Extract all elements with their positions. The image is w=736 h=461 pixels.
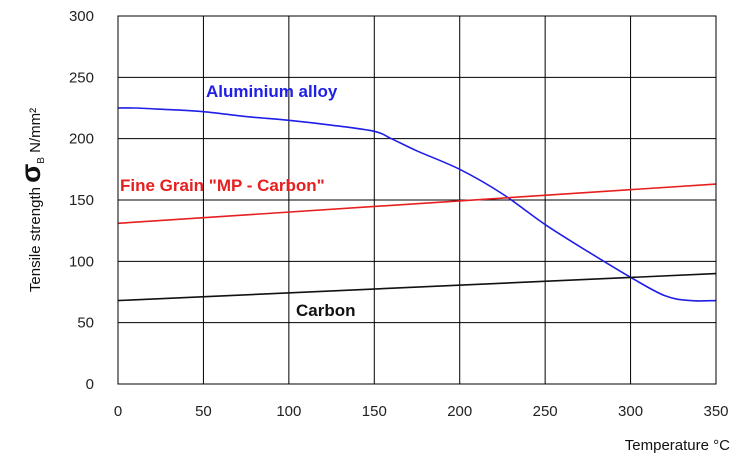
x-tick-label-350: 350 xyxy=(703,403,728,420)
y-tick-label-100: 100 xyxy=(69,253,94,270)
y-tick-label-250: 250 xyxy=(69,69,94,86)
series-label-fine-grain: Fine Grain "MP - Carbon" xyxy=(120,176,325,195)
y-tick-label-300: 300 xyxy=(69,8,94,25)
series-line-fine-grain-mp-carbon xyxy=(117,183,717,225)
y-tick-label-50: 50 xyxy=(77,315,94,332)
sigma-subscript: B xyxy=(36,157,47,164)
x-axis-title: Temperature °C xyxy=(625,437,730,454)
x-tick-labels: 0 50 100 150 200 250 300 350 xyxy=(114,403,729,420)
y-tick-label-0: 0 xyxy=(86,376,94,393)
plot-frame xyxy=(117,15,717,385)
y-tick-label-200: 200 xyxy=(69,131,94,148)
x-tick-label-50: 50 xyxy=(195,403,212,420)
series-line-carbon xyxy=(117,272,717,302)
x-tick-label-100: 100 xyxy=(276,403,301,420)
series-lines xyxy=(117,107,717,302)
x-tick-label-150: 150 xyxy=(362,403,387,420)
x-tick-label-200: 200 xyxy=(447,403,472,420)
series-line-aluminium-alloy xyxy=(117,107,717,302)
grid xyxy=(117,15,717,385)
y-tick-labels: 0 50 100 150 200 250 300 xyxy=(69,8,94,393)
series-label-aluminium: Aluminium alloy xyxy=(206,82,338,101)
y-axis-title-unit: N/mm² xyxy=(27,108,44,157)
y-tick-label-150: 150 xyxy=(69,192,94,209)
x-tick-label-0: 0 xyxy=(114,403,122,420)
y-axis-title-prefix: Tensile strength xyxy=(27,183,44,292)
x-tick-label-250: 250 xyxy=(533,403,558,420)
series-label-carbon: Carbon xyxy=(296,301,356,320)
sigma-symbol: σ xyxy=(15,164,46,183)
x-tick-label-300: 300 xyxy=(618,403,643,420)
y-axis-title: Tensile strength σB N/mm² xyxy=(15,108,47,292)
